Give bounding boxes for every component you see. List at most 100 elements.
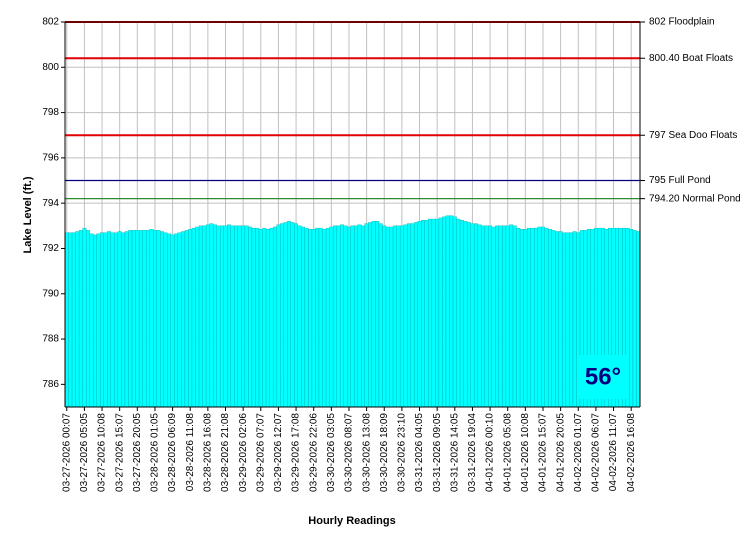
y-tick-label: 796: [42, 153, 59, 164]
bar: [466, 222, 471, 408]
x-tick-label: 03-28-2026 16:08: [203, 413, 214, 492]
bar: [138, 230, 143, 408]
bar: [488, 225, 492, 408]
x-tick-label: 03-28-2026 21:08: [220, 413, 231, 492]
bar: [315, 227, 320, 408]
bar: [68, 232, 73, 408]
bar: [410, 223, 415, 408]
bar: [438, 217, 443, 408]
bar: [234, 225, 239, 408]
x-tick-label: 03-28-2026 01:05: [150, 413, 161, 492]
bar: [124, 231, 129, 408]
bar: [414, 222, 418, 408]
bar: [357, 224, 362, 408]
bar: [191, 227, 196, 408]
bar: [636, 231, 641, 408]
x-tick-label: 03-31-2026 09:05: [432, 413, 443, 492]
bar: [340, 224, 344, 408]
bar: [375, 221, 380, 408]
bar: [103, 232, 108, 408]
bar: [265, 229, 270, 408]
bar: [311, 229, 316, 408]
reference-label: 795 Full Pond: [649, 175, 711, 186]
bar: [100, 232, 104, 408]
bar: [463, 221, 468, 408]
bar: [269, 227, 274, 408]
bar: [572, 231, 577, 408]
x-tick-label: 04-02-2026 11:07: [608, 413, 619, 492]
bar: [128, 230, 133, 408]
bar: [534, 227, 538, 408]
bar: [491, 226, 496, 408]
x-tick-label: 03-28-2026 06:09: [167, 413, 178, 492]
bar: [368, 222, 373, 408]
bar: [537, 226, 542, 408]
x-tick-label: 03-30-2026 03:05: [326, 413, 337, 492]
bar: [163, 232, 168, 408]
y-tick-label: 798: [42, 107, 59, 118]
bar: [385, 226, 390, 408]
x-tick-label: 03-27-2026 05:05: [79, 413, 90, 492]
bar: [170, 234, 175, 408]
x-tick-label: 04-02-2026 06:07: [591, 413, 602, 492]
x-tick-label: 03-29-2026 12:07: [273, 413, 284, 492]
bar: [301, 226, 306, 408]
bar: [541, 226, 545, 408]
bar: [294, 223, 298, 408]
bar: [160, 231, 164, 408]
bar: [209, 223, 214, 408]
bar: [114, 232, 119, 408]
bar: [145, 230, 150, 408]
bar: [96, 233, 101, 408]
bar: [530, 227, 535, 408]
bar: [470, 223, 475, 408]
temperature-label: 56°: [585, 363, 621, 390]
bar: [431, 218, 436, 408]
bar: [512, 225, 517, 408]
x-tick-label: 04-01-2026 15:07: [538, 413, 549, 492]
bar: [456, 218, 461, 408]
bar: [107, 231, 112, 408]
x-tick-label: 03-29-2026 17:08: [291, 413, 302, 492]
bar: [558, 231, 563, 408]
bar: [555, 231, 560, 408]
bar: [481, 225, 485, 408]
bar: [184, 230, 189, 408]
bar: [272, 226, 277, 408]
bar: [304, 227, 309, 408]
bar: [516, 227, 521, 408]
x-tick-label: 03-27-2026 10:08: [97, 413, 108, 492]
bar: [135, 230, 140, 408]
bar: [565, 232, 570, 408]
bar: [237, 225, 242, 408]
y-tick-label: 790: [42, 288, 59, 299]
bar: [322, 229, 327, 408]
reference-label: 794.20 Normal Pond: [649, 193, 741, 204]
x-tick-label: 03-28-2026 11:08: [185, 413, 196, 492]
bar: [325, 227, 330, 408]
x-tick-label: 04-01-2026 00:10: [485, 413, 496, 492]
bar: [452, 216, 457, 408]
x-tick-label: 03-30-2026 13:08: [361, 413, 372, 492]
y-tick-label: 788: [42, 334, 59, 345]
reference-label: 800.40 Boat Floats: [649, 53, 733, 64]
x-tick-label: 03-31-2026 19:04: [467, 413, 478, 492]
bar: [421, 220, 425, 408]
bar: [188, 229, 193, 408]
bar: [364, 223, 369, 408]
bar: [442, 216, 447, 408]
bar: [424, 220, 429, 408]
reference-label: 797 Sea Doo Floats: [649, 130, 737, 141]
bar: [276, 224, 281, 408]
x-tick-label: 04-01-2026 05:08: [502, 413, 513, 492]
x-tick-label: 03-30-2026 23:10: [397, 413, 408, 492]
bar: [308, 229, 313, 408]
bar: [361, 225, 365, 408]
bar: [181, 231, 186, 408]
bar: [82, 227, 87, 408]
bar: [396, 225, 401, 408]
bar: [382, 225, 387, 408]
y-tick-label: 792: [42, 243, 59, 254]
y-tick-label: 802: [42, 17, 59, 28]
bar: [354, 225, 358, 408]
